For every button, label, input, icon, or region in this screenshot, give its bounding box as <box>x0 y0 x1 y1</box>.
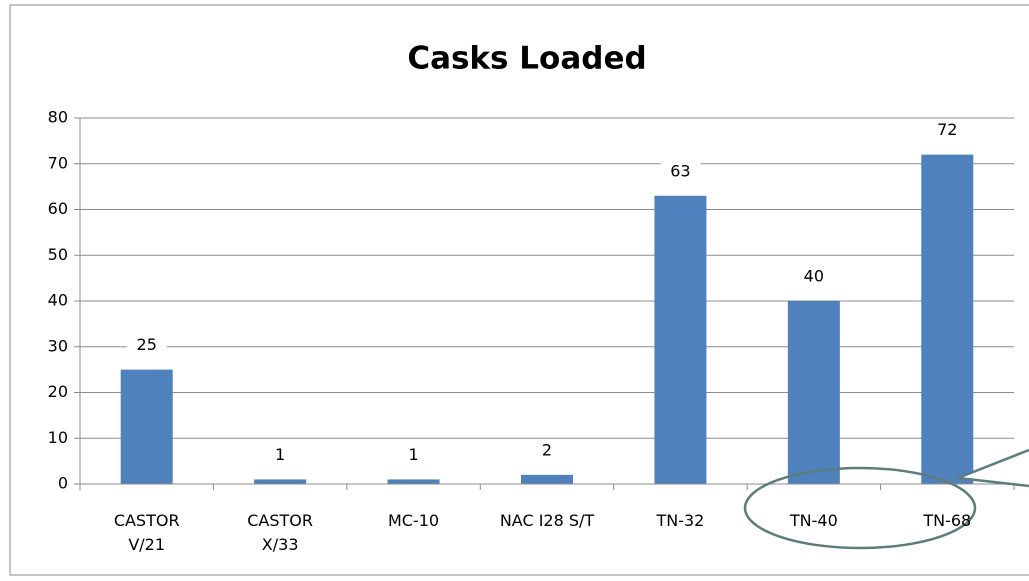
y-tick-label: 60 <box>48 199 68 218</box>
y-tick-label: 50 <box>48 245 68 264</box>
data-label-bg <box>260 444 301 467</box>
y-tick-label: 0 <box>58 474 68 493</box>
data-label: 2 <box>542 440 552 459</box>
data-label: 1 <box>275 445 285 464</box>
x-tick-label: CASTOR V/21 <box>113 511 180 554</box>
x-tick-label: CASTOR X/33 <box>247 511 314 554</box>
x-tick-label: MC-10 <box>388 511 440 530</box>
bar <box>921 154 974 484</box>
x-tick-label: NAC I28 S/T <box>499 511 595 530</box>
y-tick-label: 80 <box>48 108 68 127</box>
data-label: 1 <box>408 445 418 464</box>
data-label: 63 <box>670 161 690 180</box>
data-label-bg <box>927 119 968 142</box>
y-tick-label: 40 <box>48 291 68 310</box>
x-tick-label: TN-68 <box>923 511 972 530</box>
y-tick-label: 70 <box>48 153 68 172</box>
data-label-bg <box>393 444 434 467</box>
data-label: 72 <box>937 120 957 139</box>
bar <box>787 301 840 484</box>
y-tick-label: 10 <box>48 428 68 447</box>
data-label-bg <box>527 439 567 462</box>
plot: 0 10 20 30 40 50 60 70 80 25 1 1 2 63 40 72 <box>48 108 1015 493</box>
y-tick-label: 30 <box>48 336 68 355</box>
y-tick-label: 20 <box>48 382 68 401</box>
bar <box>654 195 707 484</box>
data-label: 40 <box>804 267 824 286</box>
bar <box>254 479 307 484</box>
chart-title: Casks Loaded <box>407 41 646 77</box>
chart-frame <box>9 4 1029 576</box>
data-label-bg <box>793 266 834 288</box>
data-label-bg <box>126 334 167 357</box>
bar <box>387 479 440 484</box>
x-tick-label: TN-40 <box>789 511 838 530</box>
x-tick-label: TN-32 <box>656 511 705 530</box>
bar <box>521 474 573 484</box>
data-label-bg <box>660 160 701 183</box>
data-label: 25 <box>137 335 157 354</box>
callout-ellipse <box>743 466 977 550</box>
bar <box>120 369 173 484</box>
callout-pointer <box>957 448 1029 488</box>
